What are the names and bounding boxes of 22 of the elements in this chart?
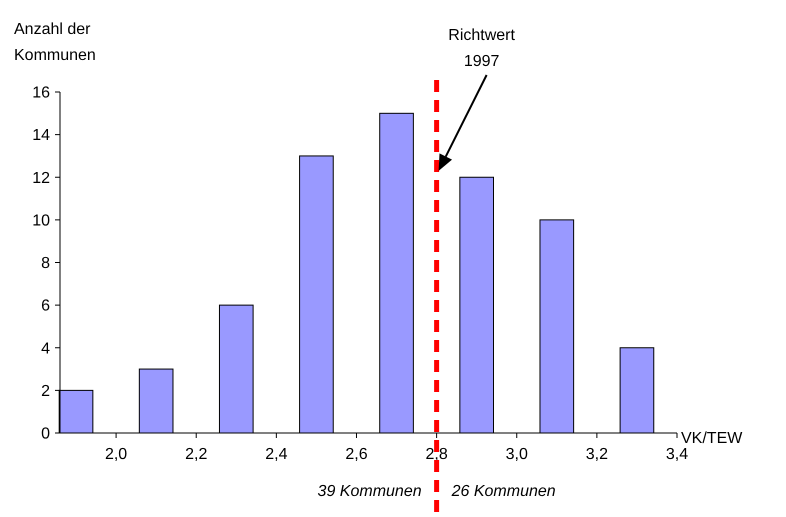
y-axis-title: Anzahl der Kommunen (14, 21, 96, 64)
x-tick-label: 2,6 (345, 446, 368, 463)
x-tick-label: 2,0 (104, 446, 128, 463)
y-tick-label: 14 (32, 127, 50, 144)
ref-line-label: Richtwert 1997 (448, 27, 516, 70)
y-tick-label: 6 (41, 298, 50, 315)
y-tick-label: 4 (41, 340, 50, 358)
x-tick-label: 2,8 (425, 446, 448, 463)
y-tick-label: 0 (41, 426, 50, 443)
x-tick-label: 3,2 (586, 446, 608, 463)
y-tick-label: 2 (41, 382, 50, 400)
x-tick-label: 2,4 (265, 446, 288, 463)
x-axis-title: VK/TEW (681, 430, 744, 447)
text: 26 Kommunen (450, 483, 556, 500)
y-tick-label: 10 (32, 212, 50, 230)
y-tick-label: 16 (32, 84, 50, 102)
y-tick-label: 12 (32, 170, 50, 187)
y-tick-label: 8 (41, 255, 50, 272)
x-tick-label: 3,0 (506, 446, 528, 463)
x-tick-label: 2,2 (185, 446, 208, 463)
x-tick-label: 3,4 (666, 446, 688, 463)
text: 39 Kommunen (318, 483, 422, 500)
